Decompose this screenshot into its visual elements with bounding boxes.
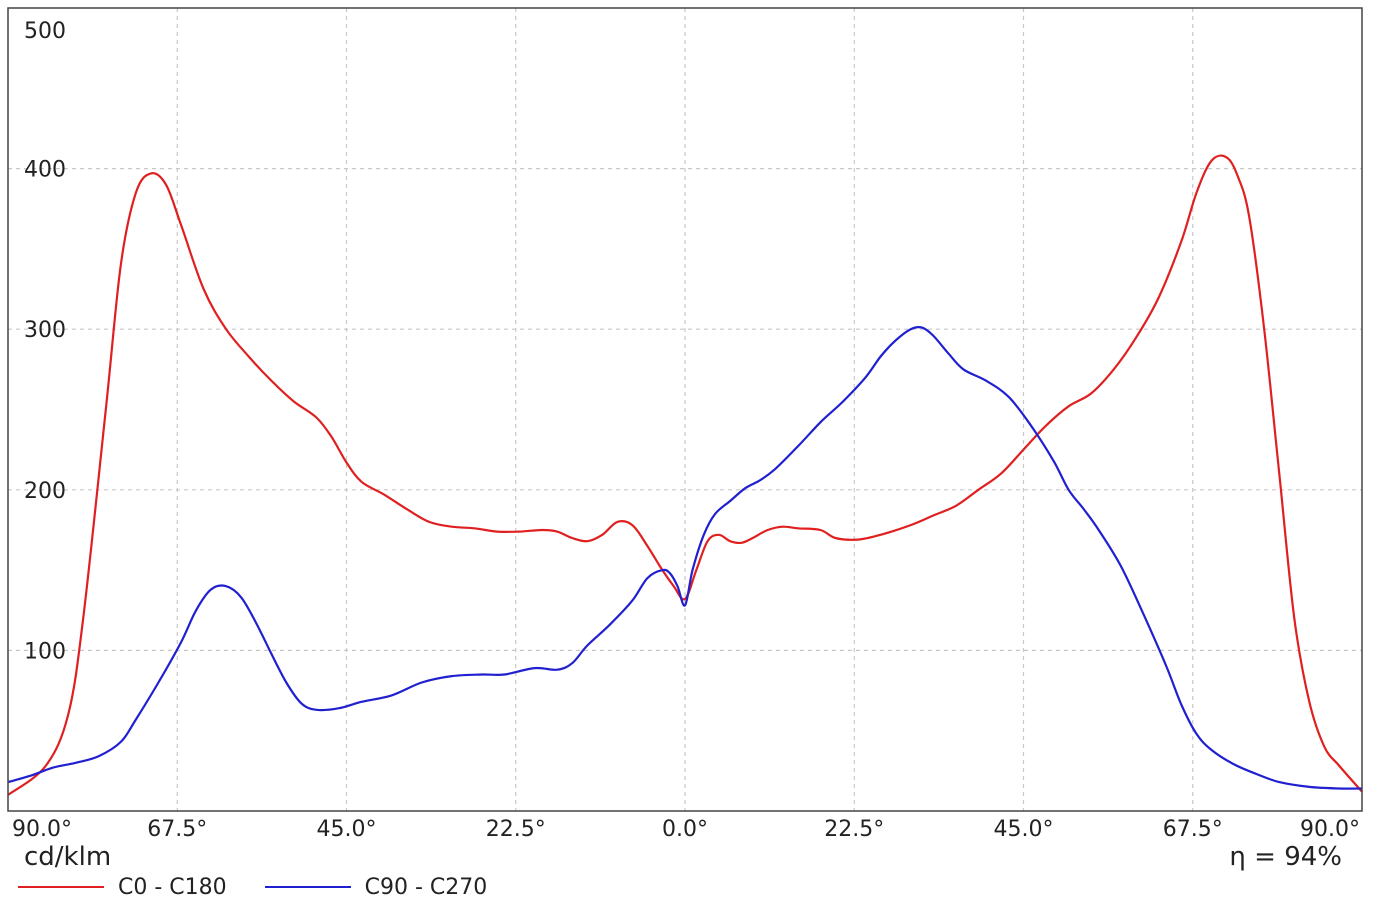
grid: [8, 8, 1362, 811]
legend-swatch-c0-c180: [18, 886, 104, 888]
x-tick-label: 22.5°: [486, 817, 546, 842]
y-tick-label: 100: [24, 639, 66, 664]
x-tick-label: 0.0°: [662, 817, 708, 842]
series-line-c0-c180: [7, 154, 1363, 796]
x-tick-label: 67.5°: [147, 817, 207, 842]
x-tick-labels: 90.0° 67.5° 45.0° 22.5° 0.0° 22.5° 45.0° 67.5° 9…: [12, 817, 1360, 842]
plot-frame: [7, 7, 1363, 812]
y-tick-labels: 100 200 300 400 500: [24, 19, 66, 664]
x-tick-label: 90.0°: [1300, 817, 1360, 842]
series-line-c90-c270: [7, 325, 1363, 790]
x-tick-label: 22.5°: [824, 817, 884, 842]
x-tick-label: 45.0°: [317, 817, 377, 842]
y-tick-label: 200: [24, 479, 66, 504]
y-axis-unit-label: cd/klm: [24, 842, 112, 872]
legend: C0 - C180 C90 - C270: [18, 872, 525, 902]
series-lines: [7, 154, 1363, 796]
legend-label-c90-c270: C90 - C270: [364, 874, 488, 900]
y-tick-label: 400: [24, 158, 66, 183]
x-tick-label: 67.5°: [1163, 817, 1223, 842]
x-tick-label: 90.0°: [12, 817, 72, 842]
efficiency-label: η = 94%: [1229, 842, 1342, 872]
legend-label-c0-c180: C0 - C180: [118, 874, 227, 900]
y-tick-label: 500: [24, 19, 66, 44]
legend-item-c90-c270: C90 - C270: [264, 874, 488, 900]
legend-swatch-c90-c270: [264, 886, 351, 888]
legend-item-c0-c180: C0 - C180: [18, 875, 227, 900]
x-tick-label: 45.0°: [994, 817, 1054, 842]
y-tick-label: 300: [24, 318, 66, 343]
